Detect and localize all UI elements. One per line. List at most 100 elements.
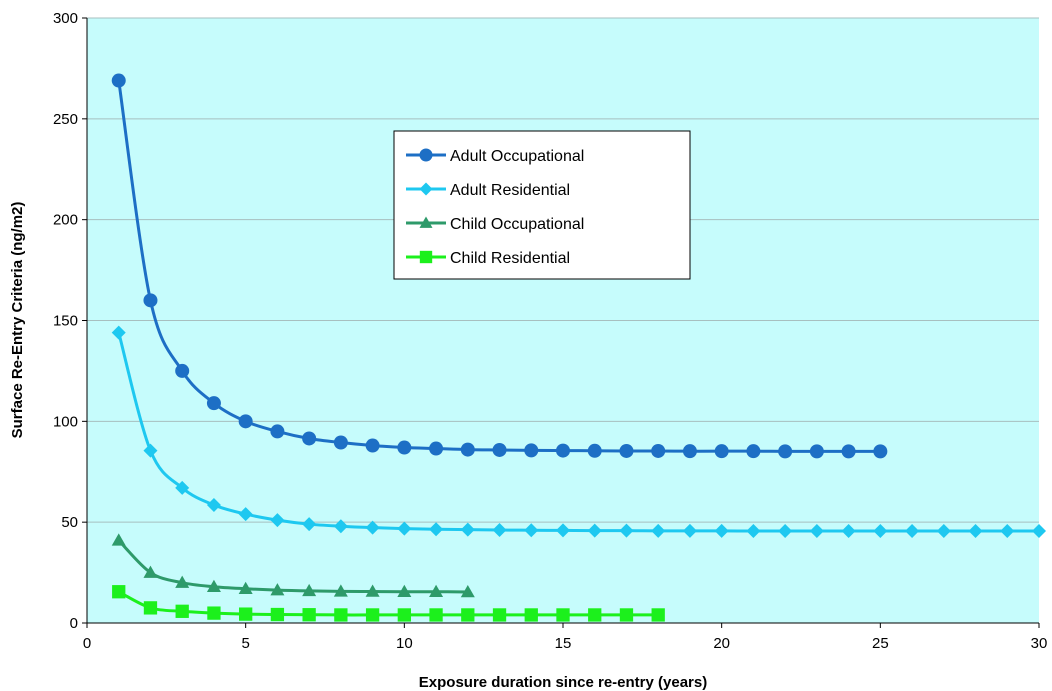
data-point — [365, 520, 380, 535]
y-tick-label: 150 — [53, 313, 78, 330]
legend-label: Child Residential — [450, 250, 570, 267]
data-point — [746, 524, 761, 539]
data-point — [588, 608, 602, 622]
data-point — [460, 522, 475, 537]
data-point — [714, 523, 729, 538]
data-point — [206, 396, 221, 411]
legend-item: Child Residential — [406, 250, 570, 267]
data-point — [619, 443, 634, 458]
data-point — [302, 608, 316, 622]
legend-label: Adult Occupational — [450, 148, 584, 165]
y-tick-label: 0 — [70, 615, 78, 632]
x-tick-label: 30 — [1031, 635, 1048, 652]
data-point — [936, 524, 951, 539]
data-point — [1000, 524, 1015, 539]
legend-marker — [419, 148, 433, 162]
data-point — [778, 524, 793, 539]
x-tick-label: 25 — [872, 635, 889, 652]
data-point — [143, 601, 158, 615]
data-point — [206, 498, 221, 513]
data-point — [238, 581, 253, 594]
data-point — [556, 523, 570, 538]
data-point — [682, 444, 697, 459]
series-adult-residential — [111, 325, 1046, 539]
data-point — [492, 608, 507, 622]
data-point — [461, 608, 475, 622]
series-child-occupational — [111, 533, 475, 598]
y-tick-label: 250 — [53, 111, 78, 128]
data-point — [619, 608, 634, 622]
data-point — [873, 524, 888, 539]
legend-marker — [419, 182, 433, 196]
data-point — [302, 583, 317, 597]
data-point — [397, 521, 412, 536]
legend: Adult Occupational Adult Residential Child… — [393, 130, 691, 280]
data-point — [206, 579, 221, 592]
data-point — [556, 608, 570, 622]
x-tick-label: 5 — [241, 635, 249, 652]
data-point — [302, 431, 317, 446]
data-point — [111, 533, 126, 546]
data-point — [270, 424, 285, 439]
data-point — [778, 444, 793, 459]
data-point — [365, 438, 380, 453]
data-point — [714, 444, 729, 459]
legend-item: Child Occupational — [406, 216, 584, 233]
data-point — [238, 414, 253, 429]
x-tick-label: 15 — [555, 635, 572, 652]
data-point — [239, 607, 253, 621]
y-tick-label: 100 — [53, 413, 78, 430]
series-layer — [111, 73, 1046, 622]
x-tick-label: 20 — [713, 635, 730, 652]
data-point — [460, 442, 475, 457]
axes — [82, 17, 1040, 628]
data-point — [270, 583, 285, 596]
data-point — [175, 363, 190, 378]
x-tick-label: 0 — [83, 635, 91, 652]
data-point — [429, 608, 443, 622]
data-point — [143, 565, 158, 578]
x-axis-title: Exposure duration since re-entry (years) — [419, 674, 707, 691]
x-tick-label: 10 — [396, 635, 413, 652]
data-point — [143, 293, 158, 308]
data-point — [587, 443, 602, 458]
data-point — [841, 524, 856, 539]
data-point — [270, 607, 285, 622]
data-point — [302, 517, 317, 532]
data-point — [524, 443, 539, 458]
data-point — [556, 443, 570, 458]
data-point — [905, 524, 920, 539]
legend-label: Adult Residential — [450, 182, 570, 199]
data-point — [334, 608, 348, 622]
data-point — [809, 524, 824, 539]
data-point — [397, 440, 412, 455]
data-point — [397, 584, 412, 597]
data-point — [429, 441, 444, 456]
data-point — [873, 444, 888, 459]
data-point — [333, 584, 348, 597]
y-tick-label: 50 — [61, 514, 78, 531]
data-point — [397, 608, 411, 622]
data-point — [238, 507, 253, 522]
data-point — [143, 443, 158, 458]
legend-label: Child Occupational — [450, 216, 584, 233]
data-point — [270, 513, 285, 528]
legend-marker — [419, 216, 433, 228]
data-point — [333, 435, 348, 450]
data-point — [429, 522, 444, 537]
data-point — [524, 608, 538, 622]
y-tick-label: 300 — [53, 10, 78, 27]
data-point — [619, 523, 634, 538]
y-tick-label: 200 — [53, 212, 78, 229]
data-point — [651, 443, 666, 458]
data-point — [112, 585, 126, 599]
tick-labels: 0 50 100 150 200 250 300 0 5 10 15 20 25 30 — [53, 10, 1047, 652]
data-point — [111, 325, 126, 340]
data-point — [333, 519, 348, 534]
data-point — [175, 480, 190, 495]
legend-item: Adult Occupational — [406, 148, 584, 165]
data-point — [460, 584, 475, 598]
legend-marker — [419, 250, 433, 264]
series-child-residential — [112, 585, 665, 622]
